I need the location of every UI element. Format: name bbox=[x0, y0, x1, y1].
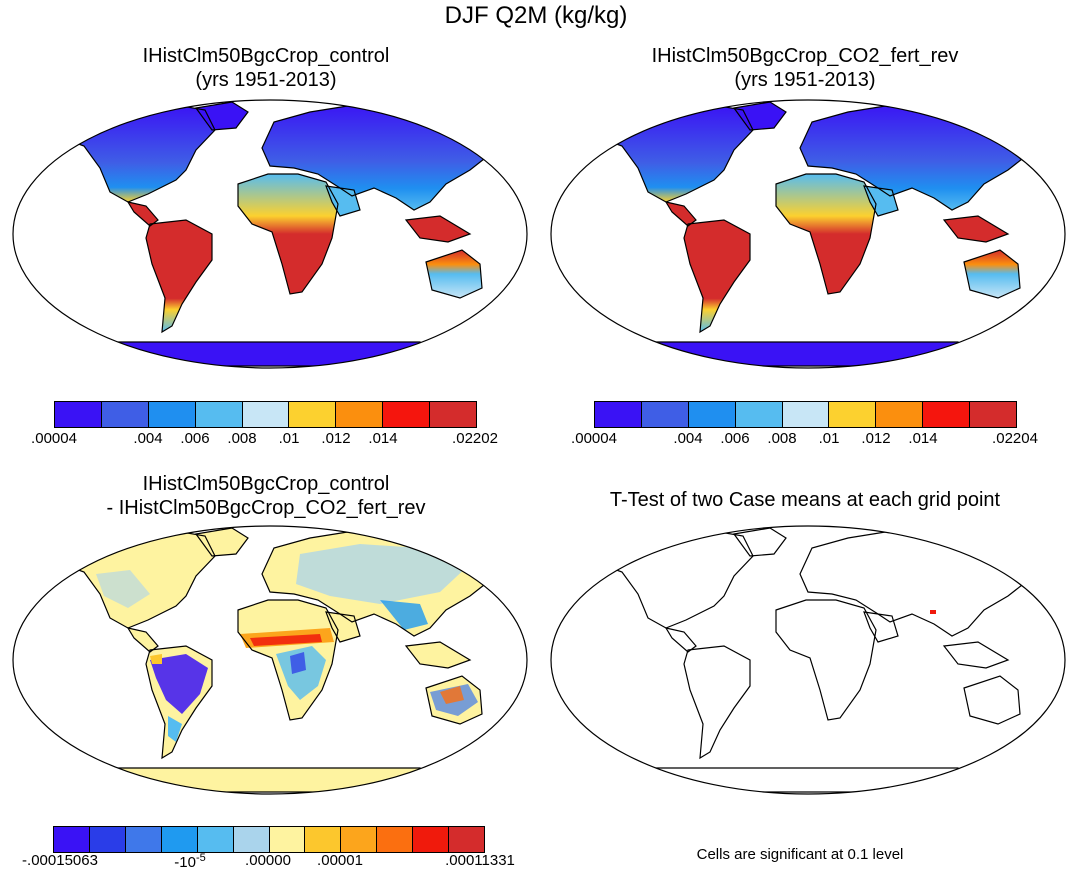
cb2-label: .006 bbox=[720, 430, 750, 447]
cb2-label: .01 bbox=[818, 430, 840, 447]
significance-note: Cells are significant at 0.1 level bbox=[696, 846, 904, 863]
cb2-label: .012 bbox=[861, 430, 891, 447]
panel4-title: T-Test of two Case means at each grid po… bbox=[609, 489, 1001, 511]
panel4-map bbox=[550, 525, 1066, 795]
panel3-title: IHistClm50BgcCrop_control - IHistClm50Bg… bbox=[16, 472, 516, 520]
colorbar-swatch bbox=[430, 402, 477, 427]
colorbar-swatch bbox=[641, 402, 689, 427]
figure-title: DJF Q2M (kg/kg) bbox=[444, 2, 628, 29]
cb2-label: .008 bbox=[767, 430, 797, 447]
cb1-label: .012 bbox=[321, 430, 351, 447]
panel3-map bbox=[12, 525, 528, 795]
cb1-label: .014 bbox=[368, 430, 398, 447]
colorbar-swatch bbox=[383, 402, 431, 427]
colorbar-swatch bbox=[148, 402, 196, 427]
cb3-label: -.00015063 bbox=[22, 852, 98, 869]
colorbar-swatch bbox=[413, 827, 450, 852]
colorbar-swatch bbox=[161, 827, 198, 852]
colorbar-swatch bbox=[876, 402, 924, 427]
panel1-title-line2: (yrs 1951-2013) bbox=[195, 69, 337, 91]
colorbar-swatch bbox=[970, 402, 1017, 427]
cb3-label-exponent: -10-5 bbox=[174, 852, 205, 871]
cb3-label-sup: -5 bbox=[195, 852, 206, 864]
colorbar-swatch bbox=[242, 402, 290, 427]
cb2-label: .004 bbox=[673, 430, 703, 447]
cb1-label: .006 bbox=[180, 430, 210, 447]
significant-cell bbox=[930, 610, 936, 614]
cb3-label: .00011331 bbox=[445, 852, 515, 869]
panel3-title-line1: IHistClm50BgcCrop_control bbox=[142, 473, 390, 495]
colorbar-swatch bbox=[449, 827, 485, 852]
colorbar-swatch bbox=[89, 827, 126, 852]
panel2-title-line1: IHistClm50BgcCrop_CO2_fert_rev bbox=[651, 45, 959, 67]
colorbar-swatch bbox=[195, 402, 243, 427]
panel1-colorbar bbox=[54, 401, 477, 428]
cb3-label: .00001 bbox=[317, 852, 363, 869]
colorbar-swatch bbox=[289, 402, 337, 427]
colorbar-swatch bbox=[54, 827, 90, 852]
panel2-colorbar bbox=[594, 401, 1017, 428]
colorbar-swatch bbox=[735, 402, 783, 427]
cb2-label: .014 bbox=[908, 430, 938, 447]
cb1-label: .008 bbox=[227, 430, 257, 447]
panel1-title-line1: IHistClm50BgcCrop_control bbox=[142, 45, 390, 67]
colorbar-swatch bbox=[233, 827, 270, 852]
cb1-label: .02202 bbox=[452, 430, 498, 447]
colorbar-swatch bbox=[782, 402, 830, 427]
colorbar-swatch bbox=[101, 402, 149, 427]
panel3-colorbar bbox=[53, 826, 485, 853]
cb2-label: .02204 bbox=[992, 430, 1038, 447]
panel2-map bbox=[550, 99, 1066, 369]
colorbar-swatch bbox=[688, 402, 736, 427]
colorbar-swatch bbox=[197, 827, 234, 852]
colorbar-swatch bbox=[336, 402, 384, 427]
panel1-title: IHistClm50BgcCrop_control (yrs 1951-2013… bbox=[16, 44, 516, 92]
panel1-map bbox=[12, 99, 528, 369]
cb3-label: .00000 bbox=[245, 852, 291, 869]
panel3-title-line2: - IHistClm50BgcCrop_CO2_fert_rev bbox=[106, 497, 426, 519]
colorbar-swatch bbox=[923, 402, 971, 427]
colorbar-swatch bbox=[305, 827, 342, 852]
colorbar-swatch bbox=[269, 827, 306, 852]
cb2-label: .00004 bbox=[571, 430, 617, 447]
cb1-label: .01 bbox=[278, 430, 300, 447]
colorbar-swatch bbox=[55, 402, 102, 427]
colorbar-swatch bbox=[341, 827, 378, 852]
cb3-label-base: -10 bbox=[174, 854, 196, 871]
panel2-title: IHistClm50BgcCrop_CO2_fert_rev (yrs 1951… bbox=[555, 44, 1055, 92]
colorbar-swatch bbox=[595, 402, 642, 427]
colorbar-swatch bbox=[377, 827, 414, 852]
colorbar-swatch bbox=[829, 402, 877, 427]
cb1-label: .00004 bbox=[31, 430, 77, 447]
colorbar-swatch bbox=[125, 827, 162, 852]
cb1-label: .004 bbox=[133, 430, 163, 447]
panel2-title-line2: (yrs 1951-2013) bbox=[734, 69, 876, 91]
